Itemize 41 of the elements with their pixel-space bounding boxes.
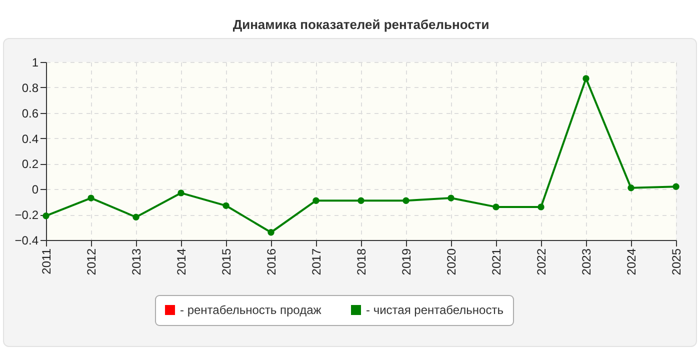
- legend-label: - рентабельность продаж: [180, 303, 322, 317]
- x-tick-label: 2015: [220, 248, 234, 276]
- point: [628, 184, 634, 192]
- point: [402, 197, 410, 204]
- y-tick-label: 0.2: [22, 157, 39, 172]
- y-tick-label: 0.6: [22, 106, 39, 120]
- chart-title: Динамика показателей рентабельности: [232, 17, 490, 32]
- point: [312, 197, 320, 204]
- y-tick-label: 0.8: [22, 80, 39, 95]
- point: [358, 197, 364, 204]
- point: [448, 194, 454, 202]
- x-tick-label: 2023: [580, 248, 594, 276]
- x-tick-label: 2018: [354, 248, 368, 276]
- y-tick-label: 0.4: [22, 132, 39, 146]
- x-tick-label: 2012: [84, 248, 98, 276]
- point: [492, 204, 500, 210]
- y-tick-label: −0.2: [14, 208, 39, 222]
- x-tick-label: 2019: [400, 248, 414, 276]
- point: [582, 75, 590, 82]
- point: [538, 204, 544, 210]
- point: [132, 214, 140, 220]
- x-tick-label: 2021: [490, 248, 504, 276]
- y-tick-label: 1: [32, 56, 39, 70]
- point: [88, 194, 94, 202]
- point: [42, 212, 50, 220]
- x-tick-label: 2022: [534, 248, 548, 276]
- y-tick-label: −0.4: [14, 234, 39, 248]
- x-tick-label: 2024: [624, 248, 638, 276]
- x-tick-label: 2016: [264, 248, 278, 276]
- legend-label: - чистая рентабельность: [366, 303, 504, 317]
- point: [178, 190, 184, 196]
- point: [222, 202, 230, 210]
- x-tick-label: 2020: [444, 248, 458, 276]
- x-tick-label: 2017: [310, 248, 324, 276]
- x-tick-label: 2011: [40, 248, 54, 274]
- x-tick-label: 2013: [130, 248, 144, 276]
- x-tick-label: 2014: [174, 248, 188, 276]
- x-tick-label: 2025: [670, 248, 684, 276]
- point: [268, 229, 274, 236]
- y-tick-label: 0: [32, 182, 39, 197]
- point: [672, 183, 680, 190]
